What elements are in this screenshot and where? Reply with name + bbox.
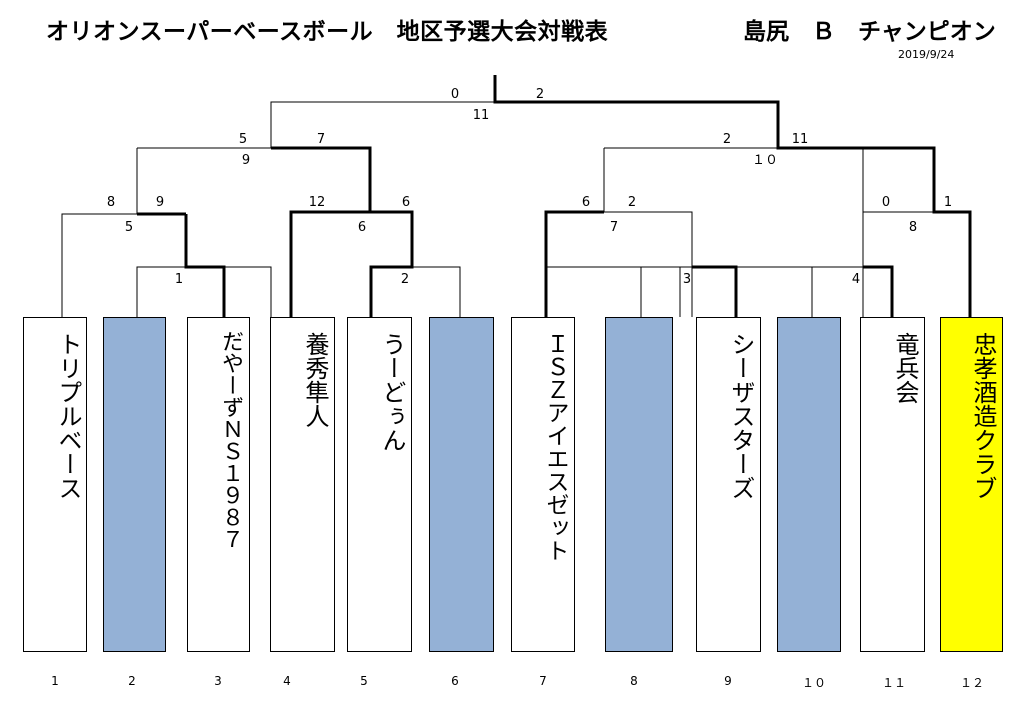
score-qf2-b: 6 xyxy=(401,195,411,210)
game-number-r1-1: 1 xyxy=(174,272,184,287)
seed-number: 1 xyxy=(51,674,59,688)
team-name: ＩＳＺアイエスゼット xyxy=(542,332,568,562)
score-final-left: 0 xyxy=(450,87,460,102)
team-box-2 xyxy=(103,317,166,652)
seed-number: 9 xyxy=(724,674,732,688)
score-semi-left-b: 7 xyxy=(316,132,326,147)
team-box-5: うーどぅん xyxy=(347,317,412,652)
team-name: 忠孝酒造クラブ xyxy=(969,332,997,500)
score-qf1-b: 9 xyxy=(155,195,165,210)
team-box-11: 竜兵会 xyxy=(860,317,925,652)
game-number-qf3: 7 xyxy=(609,220,619,235)
score-semi-left-a: 5 xyxy=(238,132,248,147)
game-number-r1-4: 4 xyxy=(851,272,861,287)
seed-number: 2 xyxy=(128,674,136,688)
date-label: 2019/9/24 xyxy=(898,48,955,61)
champion-label: 島尻 Ｂ チャンピオン xyxy=(743,19,996,45)
game-number-qf2: 6 xyxy=(357,220,367,235)
team-name: 養秀隼人 xyxy=(301,332,329,428)
game-number-qf1: 5 xyxy=(124,220,134,235)
seed-number: １０ xyxy=(801,676,826,690)
score-qf3-a: 6 xyxy=(581,195,591,210)
team-box-8 xyxy=(605,317,673,652)
score-qf4-a: 0 xyxy=(881,195,891,210)
game-number-r1-2: 2 xyxy=(400,272,410,287)
score-semi-right-a: 2 xyxy=(722,132,732,147)
team-name: トリプルベース xyxy=(54,332,82,500)
game-number-r1-3: 3 xyxy=(682,272,692,287)
score-final-right: 2 xyxy=(535,87,545,102)
team-box-12: 忠孝酒造クラブ xyxy=(940,317,1003,652)
seed-number: 5 xyxy=(360,674,368,688)
seed-number: 3 xyxy=(214,674,222,688)
team-box-7: ＩＳＺアイエスゼット xyxy=(511,317,575,652)
seed-number: 7 xyxy=(539,674,547,688)
team-box-4: 養秀隼人 xyxy=(270,317,335,652)
team-name: だやーずＮＳ１９８７ xyxy=(218,330,243,550)
seed-number: 8 xyxy=(630,674,638,688)
score-qf1-a: 8 xyxy=(106,195,116,210)
seed-number: １１ xyxy=(881,676,906,690)
score-qf4-b: 1 xyxy=(943,195,953,210)
team-name: 竜兵会 xyxy=(891,332,919,404)
team-box-9: シーザスターズ xyxy=(696,317,761,652)
team-box-6 xyxy=(429,317,494,652)
game-number-qf4: 8 xyxy=(908,220,918,235)
team-box-10 xyxy=(777,317,841,652)
seed-number: 6 xyxy=(451,674,459,688)
score-qf3-b: 2 xyxy=(627,195,637,210)
team-box-3: だやーずＮＳ１９８７ xyxy=(187,317,250,652)
game-number-semi-right: １０ xyxy=(751,153,778,168)
score-qf2-a: 12 xyxy=(308,195,326,210)
team-name: うーどぅん xyxy=(378,332,406,452)
team-name: シーザスターズ xyxy=(727,332,755,500)
seed-number: １２ xyxy=(959,676,984,690)
game-number-final: 11 xyxy=(472,108,490,123)
team-box-1: トリプルベース xyxy=(23,317,87,652)
page-title: オリオンスーパーベースボール 地区予選大会対戦表 xyxy=(46,19,609,45)
score-semi-right-b: 11 xyxy=(791,132,809,147)
game-number-semi-left: 9 xyxy=(241,153,251,168)
seed-number: 4 xyxy=(283,674,291,688)
